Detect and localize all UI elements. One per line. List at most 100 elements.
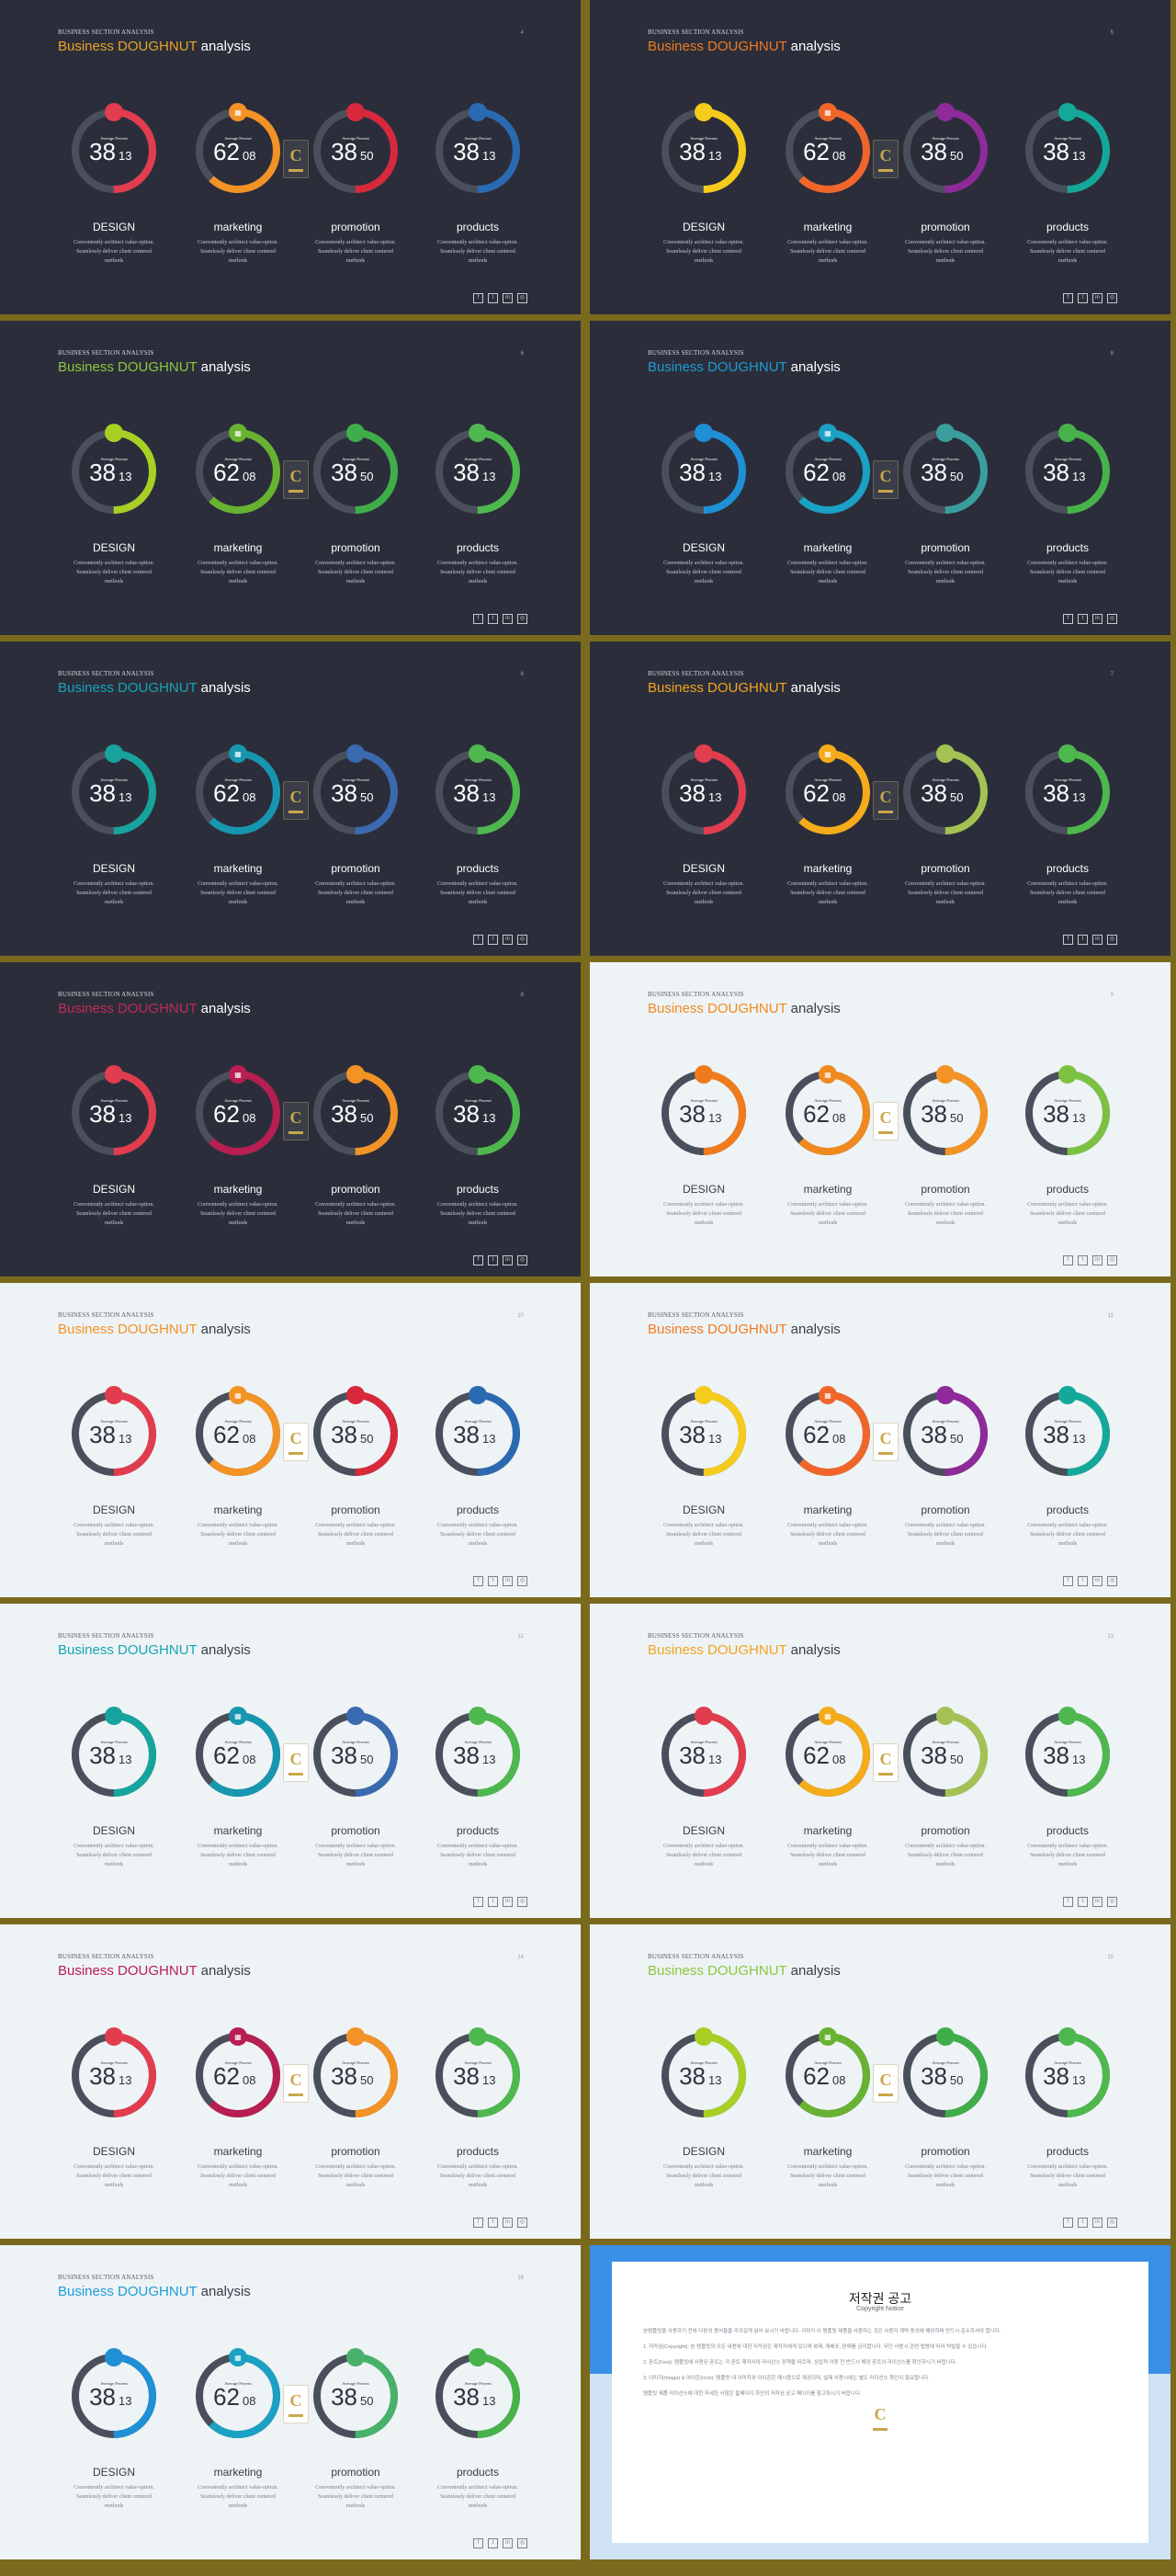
instagram-icon[interactable]: ◎ bbox=[517, 1897, 527, 1907]
description-line: Seamlessly deliver client centered bbox=[200, 249, 276, 255]
value-small: 13 bbox=[119, 470, 131, 483]
linkedin-icon[interactable]: in bbox=[1092, 614, 1102, 624]
linkedin-icon[interactable]: in bbox=[503, 1255, 513, 1265]
value-big: 62 bbox=[803, 1421, 830, 1448]
twitter-icon[interactable]: t bbox=[1078, 293, 1088, 303]
twitter-icon[interactable]: t bbox=[488, 2538, 498, 2548]
instagram-icon[interactable]: ◎ bbox=[517, 935, 527, 945]
caption-description: Conveniently architect value-option. Seam… bbox=[305, 238, 406, 266]
caption-products: products Conveniently architect value-opt… bbox=[1017, 1824, 1118, 1869]
description-line: Conveniently architect value-option. bbox=[315, 2485, 396, 2491]
twitter-icon[interactable]: t bbox=[1078, 614, 1088, 624]
twitter-icon[interactable]: t bbox=[1078, 1255, 1088, 1265]
twitter-icon[interactable]: t bbox=[488, 1897, 498, 1907]
twitter-icon[interactable]: t bbox=[1078, 1897, 1088, 1907]
twitter-icon[interactable]: t bbox=[488, 2218, 498, 2228]
twitter-icon[interactable]: t bbox=[488, 1255, 498, 1265]
instagram-icon[interactable]: ◎ bbox=[1107, 614, 1117, 624]
caption-marketing: marketing Conveniently architect value-op… bbox=[187, 1824, 288, 1869]
instagram-icon[interactable]: ◎ bbox=[1107, 293, 1117, 303]
description-line: Conveniently architect value-option. bbox=[437, 1523, 518, 1528]
description-line: Conveniently architect value-option. bbox=[663, 1523, 744, 1528]
value-big: 38 bbox=[453, 2062, 480, 2090]
instagram-icon[interactable]: ◎ bbox=[1107, 1897, 1117, 1907]
description-line: Seamlessly deliver client centered bbox=[440, 570, 515, 575]
caption-heading: products bbox=[456, 2145, 500, 2158]
caption-heading: promotion bbox=[331, 1183, 380, 1196]
brand-logo: C bbox=[873, 1743, 899, 1782]
slide-eyebrow: BUSINESS SECTION ANALYSIS bbox=[58, 28, 154, 36]
twitter-icon[interactable]: t bbox=[488, 935, 498, 945]
instagram-icon[interactable]: ◎ bbox=[517, 2218, 527, 2228]
social-links: f t in ◎ bbox=[473, 1255, 527, 1265]
description-line: methods bbox=[104, 2183, 124, 2188]
linkedin-icon[interactable]: in bbox=[1092, 293, 1102, 303]
linkedin-icon[interactable]: in bbox=[503, 2538, 513, 2548]
logo-letter: C bbox=[289, 1108, 302, 1127]
instagram-icon[interactable]: ◎ bbox=[517, 293, 527, 303]
linkedin-icon[interactable]: in bbox=[503, 1897, 513, 1907]
facebook-icon[interactable]: f bbox=[1063, 935, 1073, 945]
value-small: 50 bbox=[950, 149, 963, 163]
caption-heading: DESIGN bbox=[92, 1824, 135, 1837]
linkedin-icon[interactable]: in bbox=[503, 935, 513, 945]
linkedin-icon[interactable]: in bbox=[503, 614, 513, 624]
facebook-icon[interactable]: f bbox=[1063, 614, 1073, 624]
twitter-icon[interactable]: t bbox=[1078, 1576, 1088, 1586]
facebook-icon[interactable]: f bbox=[473, 2538, 483, 2548]
ring-label: Average Percent bbox=[1054, 2060, 1081, 2065]
facebook-icon[interactable]: f bbox=[1063, 1255, 1073, 1265]
ring-label: Average Percent bbox=[1054, 1419, 1081, 1424]
instagram-icon[interactable]: ◎ bbox=[1107, 1576, 1117, 1586]
description-line: Seamlessly deliver client centered bbox=[440, 2173, 515, 2179]
linkedin-icon[interactable]: in bbox=[503, 293, 513, 303]
facebook-icon[interactable]: f bbox=[473, 1576, 483, 1586]
linkedin-icon[interactable]: in bbox=[503, 2218, 513, 2228]
linkedin-icon[interactable]: in bbox=[503, 1576, 513, 1586]
linkedin-icon[interactable]: in bbox=[1092, 935, 1102, 945]
chart-bars-icon: ▦ bbox=[234, 429, 242, 437]
twitter-icon[interactable]: t bbox=[488, 1576, 498, 1586]
linkedin-icon[interactable]: in bbox=[1092, 1897, 1102, 1907]
instagram-icon[interactable]: ◎ bbox=[1107, 2218, 1117, 2228]
linkedin-icon[interactable]: in bbox=[1092, 1576, 1102, 1586]
instagram-icon[interactable]: ◎ bbox=[517, 2538, 527, 2548]
value-big: 38 bbox=[453, 1100, 480, 1128]
facebook-icon[interactable]: f bbox=[1063, 293, 1073, 303]
facebook-icon[interactable]: f bbox=[1063, 2218, 1073, 2228]
facebook-icon[interactable]: f bbox=[1063, 1897, 1073, 1907]
linkedin-icon[interactable]: in bbox=[1092, 1255, 1102, 1265]
facebook-icon[interactable]: f bbox=[473, 1255, 483, 1265]
facebook-icon[interactable]: f bbox=[1063, 1576, 1073, 1586]
description-line: Conveniently architect value-option. bbox=[437, 1202, 518, 1208]
caption-description: Conveniently architect value-option. Seam… bbox=[187, 1521, 288, 1549]
doughnut-knob bbox=[229, 1386, 247, 1404]
facebook-icon[interactable]: f bbox=[473, 2218, 483, 2228]
description-line: Conveniently architect value-option. bbox=[1027, 1844, 1108, 1849]
instagram-icon[interactable]: ◎ bbox=[517, 1255, 527, 1265]
twitter-icon[interactable]: t bbox=[488, 293, 498, 303]
ring-label: Average Percent bbox=[1054, 136, 1081, 141]
facebook-icon[interactable]: f bbox=[473, 614, 483, 624]
description-line: methods bbox=[468, 1862, 488, 1867]
instagram-icon[interactable]: ◎ bbox=[1107, 935, 1117, 945]
linkedin-icon[interactable]: in bbox=[1092, 2218, 1102, 2228]
instagram-icon[interactable]: ◎ bbox=[517, 1576, 527, 1586]
caption-heading: marketing bbox=[803, 2145, 853, 2158]
twitter-icon[interactable]: t bbox=[488, 614, 498, 624]
twitter-icon[interactable]: t bbox=[1078, 935, 1088, 945]
value-big: 38 bbox=[679, 1100, 706, 1128]
value-big: 38 bbox=[453, 138, 480, 165]
facebook-icon[interactable]: f bbox=[473, 935, 483, 945]
doughnut-knob bbox=[346, 2348, 365, 2366]
facebook-icon[interactable]: f bbox=[473, 293, 483, 303]
ring-label: Average Percent bbox=[342, 457, 369, 461]
instagram-icon[interactable]: ◎ bbox=[1107, 1255, 1117, 1265]
facebook-icon[interactable]: f bbox=[473, 1897, 483, 1907]
twitter-icon[interactable]: t bbox=[1078, 2218, 1088, 2228]
instagram-icon[interactable]: ◎ bbox=[517, 614, 527, 624]
